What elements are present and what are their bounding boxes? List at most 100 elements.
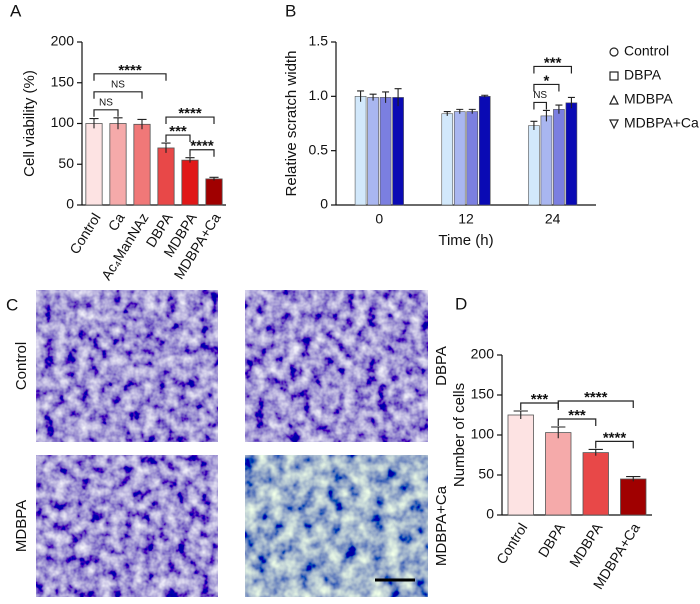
bar: [354, 96, 367, 206]
bar: [181, 159, 199, 206]
significance-bracket: [533, 65, 573, 74]
x-tick-label: Control: [493, 520, 530, 567]
error-bar: [394, 88, 402, 107]
x-tick-label: 24: [545, 211, 561, 227]
legend-label: MDBPA+Ca: [624, 115, 699, 131]
y-tick-label: 100: [51, 114, 75, 130]
x-tick-label: DBPA: [535, 520, 569, 560]
significance-bracket: [165, 134, 191, 143]
significance-label: ***: [544, 54, 562, 71]
x-axis-label: Time (h): [438, 232, 493, 249]
significance-label: ***: [568, 407, 586, 424]
legend-marker: [609, 47, 619, 57]
significance-label: NS: [99, 97, 113, 108]
error-bar: [551, 426, 566, 439]
significance-bracket: [557, 418, 597, 426]
bar: [379, 97, 392, 206]
bar: [157, 147, 175, 206]
significance-label: ****: [178, 105, 202, 122]
error-bar: [468, 108, 476, 114]
bar: [133, 123, 151, 206]
legend-marker: [609, 94, 619, 105]
bar: [466, 111, 479, 206]
y-tick-label: 50: [58, 155, 74, 171]
bar: [478, 96, 491, 206]
error-bar: [443, 110, 451, 116]
bar: [392, 97, 404, 206]
error-bar: [89, 118, 99, 129]
y-axis-label: Cell viability (%): [21, 70, 38, 177]
legend-marker: [609, 71, 619, 81]
error-bar: [555, 104, 563, 114]
image-label: MDBPA+Ca: [433, 485, 450, 566]
significance-bracket: [595, 440, 634, 449]
significance-bracket: [557, 400, 634, 408]
y-tick-label: 0.5: [309, 141, 329, 157]
error-bar: [542, 109, 550, 122]
legend-label: DBPA: [624, 67, 662, 83]
y-tick-label: 200: [51, 33, 75, 49]
significance-label: NS: [533, 90, 547, 101]
bar: [85, 123, 103, 206]
error-bar: [185, 157, 195, 163]
significance-bracket: [93, 109, 119, 117]
x-tick-label: MDBPA: [566, 520, 606, 570]
bar: [582, 452, 609, 516]
bar: [528, 125, 540, 206]
error-bar: [113, 117, 123, 130]
error-bar: [357, 90, 365, 102]
x-tick-label: 12: [458, 211, 474, 227]
legend-marker: [609, 119, 619, 130]
image-label: Control: [13, 342, 30, 390]
error-bar: [530, 120, 538, 131]
bar: [507, 414, 534, 516]
significance-bracket: [93, 73, 167, 81]
y-axis-label: Relative scratch width: [283, 51, 300, 197]
significance-label: ***: [169, 123, 187, 140]
legend-label: Control: [624, 43, 669, 59]
y-tick-label: 1.0: [309, 87, 329, 103]
y-axis-label: Number of cells: [451, 383, 468, 487]
image-label: MDBPA: [13, 500, 30, 552]
error-bar: [209, 176, 219, 181]
y-tick-label: 0: [320, 196, 328, 212]
bar: [545, 432, 572, 516]
significance-label: ****: [584, 389, 608, 406]
y-tick-label: 0: [486, 506, 494, 522]
y-tick-label: 150: [51, 73, 75, 89]
bar: [565, 102, 578, 206]
error-bar: [626, 476, 641, 482]
x-tick-label: Ca: [105, 210, 128, 234]
significance-bracket: [165, 116, 215, 125]
bar: [367, 97, 379, 206]
y-tick-label: 100: [471, 426, 495, 442]
panel-label: D: [455, 294, 467, 313]
bar: [553, 109, 565, 206]
error-bar: [456, 108, 464, 114]
bar: [205, 178, 223, 206]
error-bar: [161, 142, 171, 153]
significance-label: ***: [531, 391, 549, 408]
error-bar: [567, 96, 575, 109]
significance-bracket: [189, 149, 215, 157]
y-tick-label: 1.5: [309, 33, 329, 49]
legend-label: MDBPA: [624, 91, 673, 107]
significance-label: *: [543, 72, 549, 89]
y-tick-label: 150: [471, 386, 495, 402]
significance-bracket: [93, 91, 143, 99]
significance-label: ****: [603, 429, 627, 446]
error-bar: [513, 410, 528, 419]
panel-label: A: [10, 1, 22, 20]
micrograph: [245, 290, 428, 442]
y-tick-label: 0: [66, 196, 74, 212]
significance-label: ****: [190, 138, 214, 155]
significance-bracket: [533, 83, 560, 92]
bar: [620, 478, 647, 516]
bar: [441, 113, 454, 206]
y-tick-label: 200: [471, 346, 495, 362]
error-bar: [369, 93, 377, 101]
significance-label: NS: [111, 79, 125, 90]
significance-bracket: [533, 101, 548, 110]
micrograph: [36, 290, 218, 442]
